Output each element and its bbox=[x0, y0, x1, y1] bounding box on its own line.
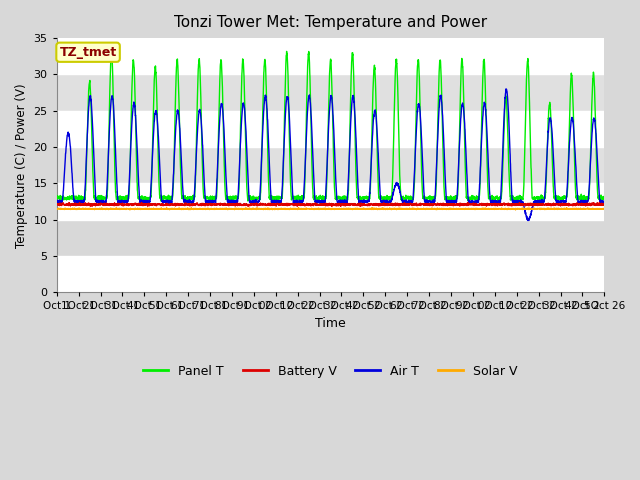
Title: Tonzi Tower Met: Temperature and Power: Tonzi Tower Met: Temperature and Power bbox=[174, 15, 487, 30]
Bar bbox=[57, 183, 604, 220]
Bar bbox=[57, 256, 604, 292]
Text: TZ_tmet: TZ_tmet bbox=[60, 46, 116, 59]
Bar bbox=[57, 74, 604, 111]
Bar bbox=[57, 111, 604, 147]
Legend: Panel T, Battery V, Air T, Solar V: Panel T, Battery V, Air T, Solar V bbox=[138, 360, 523, 383]
Bar bbox=[57, 147, 604, 183]
Y-axis label: Temperature (C) / Power (V): Temperature (C) / Power (V) bbox=[15, 83, 28, 248]
Bar bbox=[57, 183, 604, 220]
Bar bbox=[57, 38, 604, 74]
Bar bbox=[57, 111, 604, 147]
Bar bbox=[57, 38, 604, 74]
X-axis label: Time: Time bbox=[315, 317, 346, 330]
